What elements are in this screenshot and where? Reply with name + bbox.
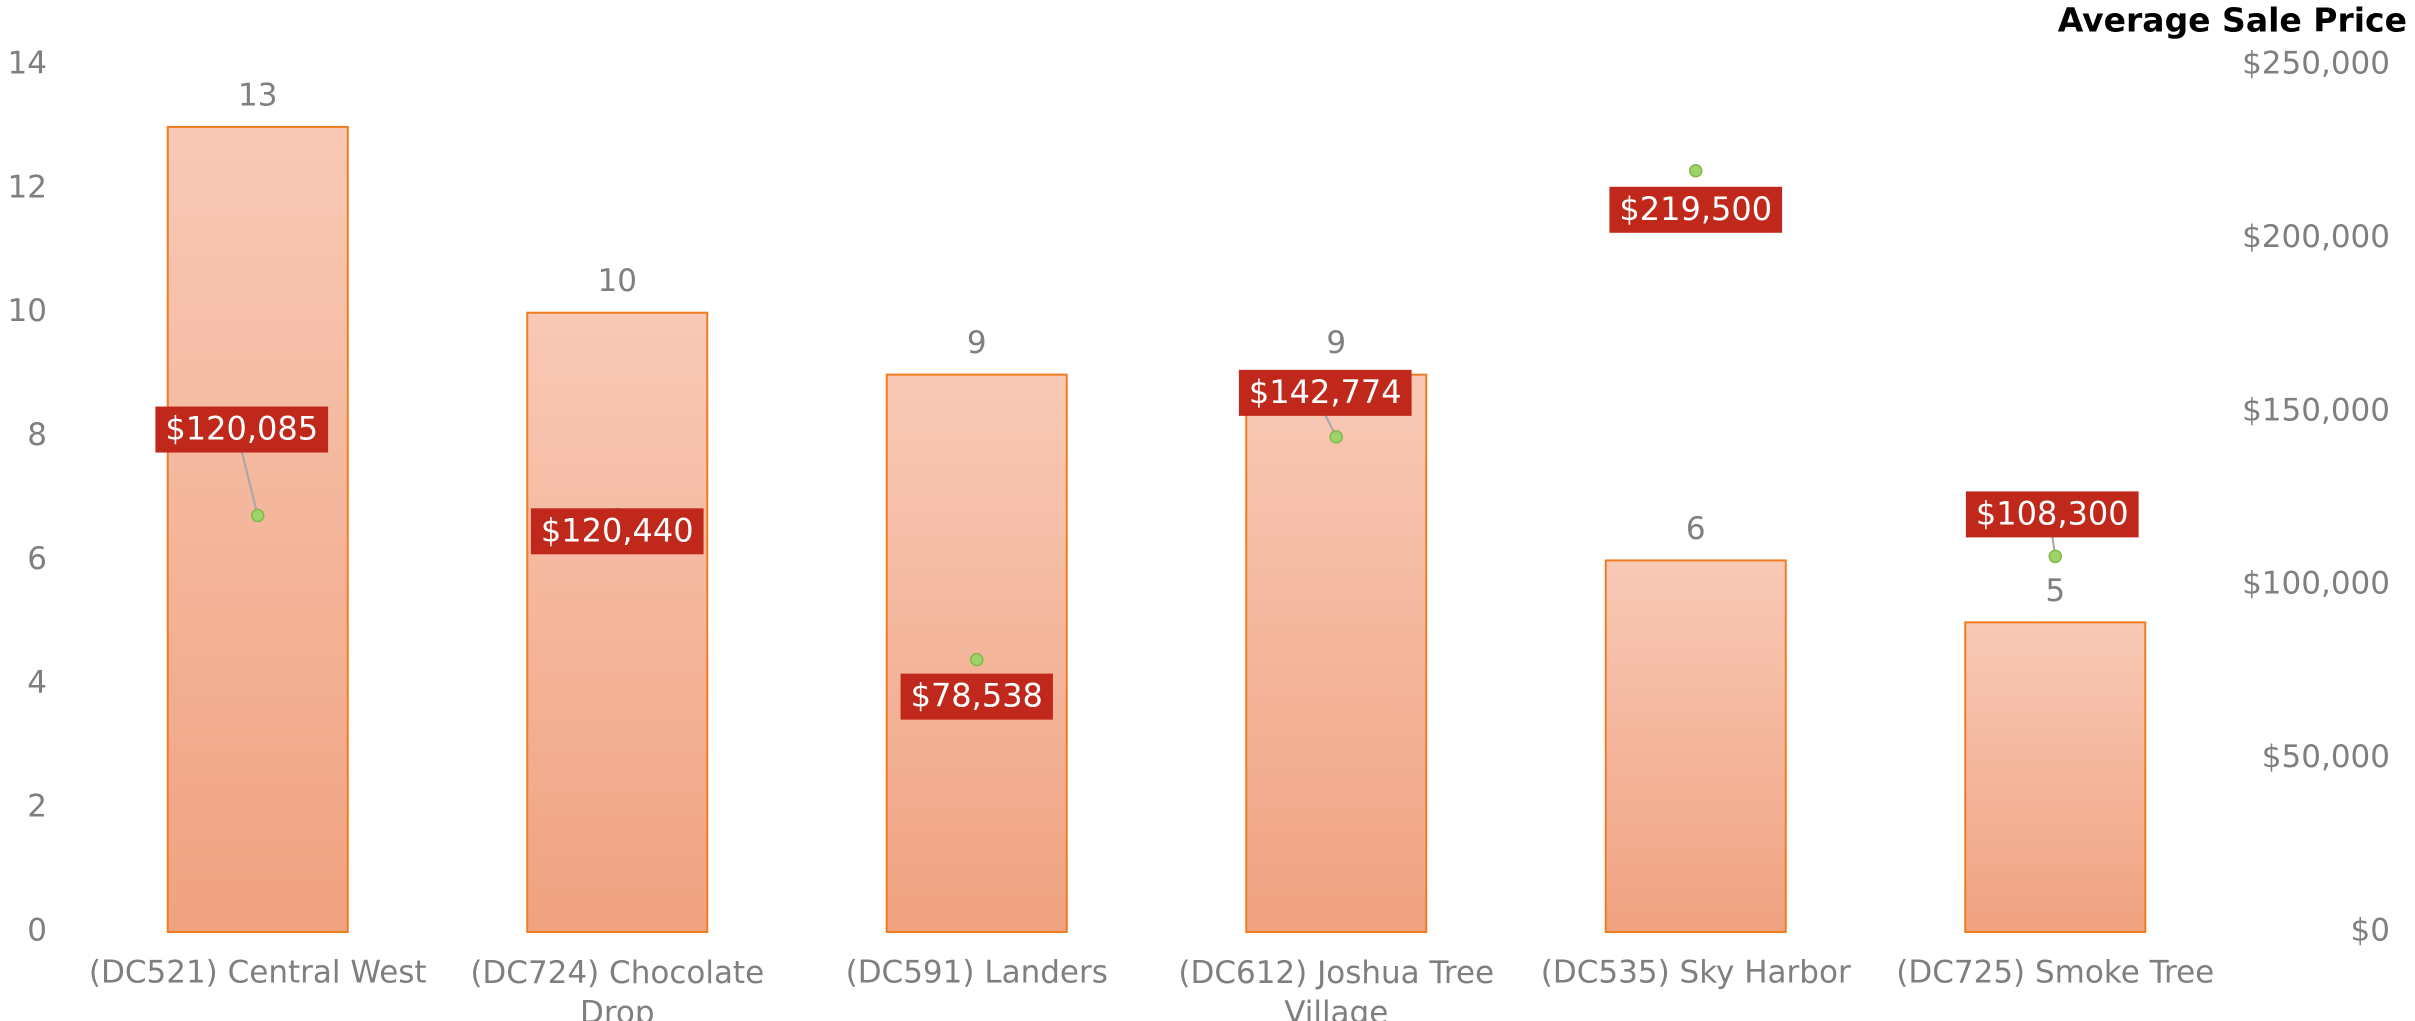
value-label: $142,774 bbox=[1238, 369, 1412, 416]
point bbox=[251, 508, 265, 523]
y2-tick-label: $200,000 bbox=[2242, 219, 2390, 255]
y2-tick-label: $150,000 bbox=[2242, 392, 2390, 428]
value-label: $108,300 bbox=[1965, 491, 2139, 538]
y-tick-label: 2 bbox=[27, 789, 47, 825]
x-tick-label: (DC521) Central West bbox=[89, 955, 427, 991]
point bbox=[2048, 549, 2062, 564]
data-label: 9 bbox=[967, 325, 987, 361]
data-label: 5 bbox=[2045, 573, 2065, 609]
y2-tick-label: $50,000 bbox=[2262, 739, 2390, 775]
value-label-text: $78,538 bbox=[911, 677, 1043, 715]
data-label: 9 bbox=[1326, 325, 1346, 361]
data-label: 10 bbox=[598, 263, 637, 299]
y2-tick-label: $250,000 bbox=[2242, 46, 2390, 82]
x-tick-label: (DC535) Sky Harbor bbox=[1541, 955, 1851, 991]
value-label-text: $219,500 bbox=[1619, 190, 1772, 228]
value-label-box bbox=[155, 406, 329, 453]
y2-tick-label: $100,000 bbox=[2242, 566, 2390, 602]
bar bbox=[1604, 559, 1787, 934]
value-label-box bbox=[1609, 186, 1783, 233]
value-label-text: $142,774 bbox=[1249, 373, 1402, 411]
y-tick-label: 8 bbox=[27, 417, 47, 453]
y-tick-label: 4 bbox=[27, 665, 47, 701]
value-label: $120,440 bbox=[530, 508, 704, 555]
y2-tick-label: $0 bbox=[2351, 913, 2390, 949]
value-label-text: $120,440 bbox=[541, 511, 694, 549]
data-label: 6 bbox=[1686, 511, 1706, 547]
value-label-box bbox=[900, 673, 1053, 720]
leader-line bbox=[240, 451, 259, 516]
point bbox=[1329, 430, 1343, 444]
x-tick-label: (DC612) Joshua Tree Village bbox=[1178, 955, 1494, 1021]
value-label: $78,538 bbox=[900, 673, 1053, 720]
x-tick-label: (DC724) Chocolate Drop bbox=[470, 955, 764, 1021]
value-label-box bbox=[530, 508, 704, 555]
y-tick-label: 14 bbox=[8, 46, 47, 82]
value-label-box bbox=[1238, 369, 1412, 416]
x-tick-label: (DC725) Smoke Tree bbox=[1896, 955, 2214, 991]
y-tick-label: 10 bbox=[8, 293, 47, 329]
bar bbox=[1245, 373, 1428, 933]
value-label: $120,085 bbox=[155, 406, 329, 453]
y-tick-label: 0 bbox=[27, 913, 47, 949]
bar bbox=[166, 125, 349, 933]
bar bbox=[526, 311, 709, 933]
value-label-text: $120,085 bbox=[165, 410, 318, 448]
bar bbox=[1964, 621, 2147, 933]
y-tick-label: 12 bbox=[8, 169, 47, 205]
value-label: $219,500 bbox=[1609, 186, 1783, 233]
point bbox=[1689, 164, 1703, 178]
value-label-text: $108,300 bbox=[1976, 494, 2129, 532]
point bbox=[970, 652, 984, 667]
y-tick-label: 6 bbox=[27, 541, 47, 577]
data-label: 13 bbox=[238, 77, 277, 113]
x-tick-label: (DC591) Landers bbox=[846, 955, 1108, 991]
value-label-box bbox=[1965, 491, 2139, 538]
y2-axis-title: Average Sale Price bbox=[2058, 1, 2407, 40]
